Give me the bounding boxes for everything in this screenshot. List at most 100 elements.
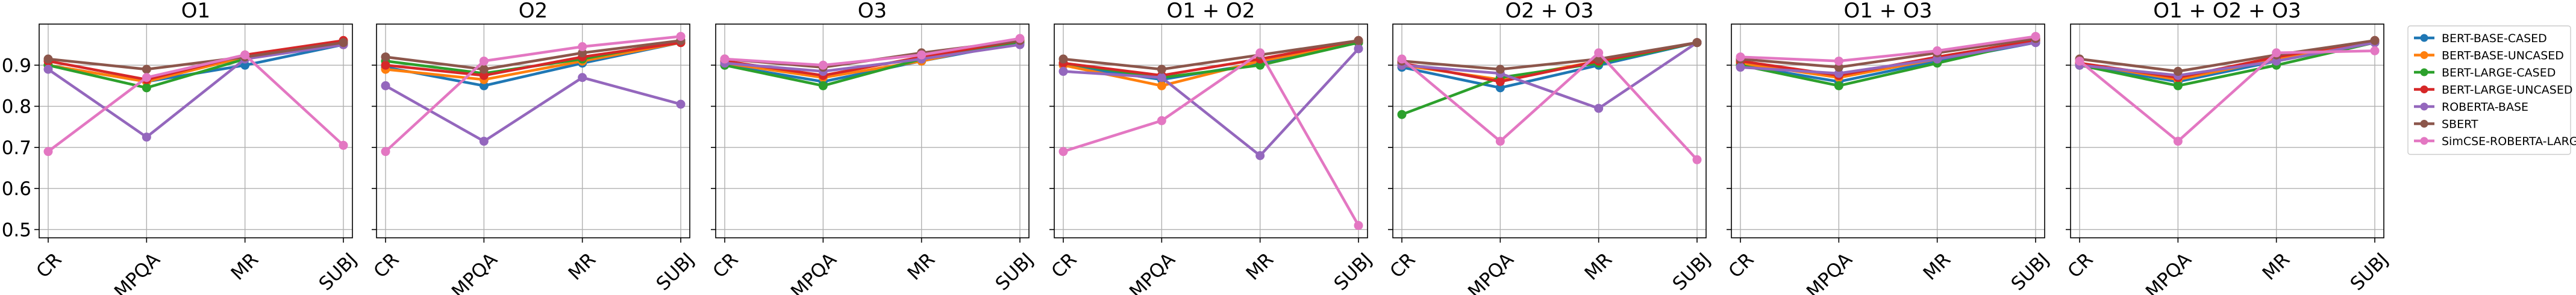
series-line-roberta-base: [384, 76, 681, 143]
series-line-sbert: [1401, 41, 1698, 71]
x-tick-label: SUBJ: [1669, 249, 1715, 295]
subplot-o2: CR MPQA MR SUBJ O2: [370, 0, 699, 295]
data-point-bert-large-cased: [1397, 110, 1407, 119]
x-tick-label: MR: [1919, 249, 1955, 285]
data-point-simcse-roberta-large: [2031, 31, 2040, 41]
data-point-roberta-base: [1354, 44, 1363, 54]
data-point-simcse-roberta-large: [1933, 46, 1942, 55]
data-point-simcse-roberta-large: [240, 50, 250, 60]
axes-frame: [2070, 23, 2384, 238]
subplot-title: O2: [519, 0, 548, 23]
series-line-roberta-base: [1740, 41, 2036, 75]
data-point-bert-large-cased: [818, 81, 828, 90]
x-tick-label: SUBJ: [315, 249, 361, 295]
x-tick-label: CR: [709, 249, 743, 282]
data-point-simcse-roberta-large: [818, 60, 828, 70]
axes-frame: [1392, 23, 1707, 238]
x-tick-label: CR: [33, 249, 66, 282]
data-point-sbert: [1692, 38, 1702, 48]
subplot-title: O2 + O3: [1505, 0, 1594, 23]
data-point-roberta-base: [1594, 104, 1604, 113]
data-point-roberta-base: [1058, 67, 1068, 76]
x-tick-label: MR: [1581, 249, 1617, 285]
data-point-simcse-roberta-large: [1058, 147, 1068, 157]
legend-swatch-marker: [2420, 120, 2428, 128]
x-tick-label: SUBJ: [2007, 249, 2054, 295]
data-point-simcse-roberta-large: [142, 73, 151, 82]
legend-swatch-marker: [2420, 34, 2428, 42]
legend-label-simcse-roberta-large: SimCSE-ROBERTA-LARGE: [2442, 135, 2576, 148]
data-point-simcse-roberta-large: [479, 56, 489, 66]
data-point-simcse-roberta-large: [1495, 137, 1505, 146]
legend-swatch-marker: [2420, 137, 2428, 145]
data-point-sbert: [1157, 64, 1166, 74]
y-tick-label: 0.9: [2, 55, 31, 76]
data-point-sbert: [339, 38, 348, 48]
data-point-sbert: [43, 54, 53, 64]
y-tick-label: 0.5: [2, 219, 31, 241]
data-point-bert-large-cased: [142, 83, 151, 93]
x-tick-label: CR: [1386, 249, 1420, 282]
data-point-bert-large-cased: [2173, 81, 2183, 90]
y-tick-label: 0.6: [2, 178, 31, 200]
subplot-o1-o2-o3: CR MPQA MR SUBJ O1 + O2 + O3: [2064, 0, 2393, 295]
series-line-bert-large-uncased: [385, 41, 681, 77]
data-point-sbert: [1058, 54, 1068, 64]
data-point-simcse-roberta-large: [1157, 116, 1166, 125]
data-point-simcse-roberta-large: [1015, 34, 1025, 43]
data-point-simcse-roberta-large: [1736, 52, 1745, 62]
series-line-sbert: [1740, 37, 2036, 69]
data-point-bert-large-uncased: [381, 60, 390, 70]
x-tick-label: SUBJ: [1330, 249, 1377, 295]
subplot-title: O1 + O2: [1167, 0, 1255, 23]
x-tick-label: SUBJ: [652, 249, 699, 295]
x-tick-label: MR: [227, 249, 263, 285]
legend-label-sbert: SBERT: [2442, 118, 2478, 131]
x-tick-label: MPQA: [1125, 249, 1180, 295]
data-point-simcse-roberta-large: [1255, 48, 1265, 58]
subplot-o1-o2: CR MPQA MR SUBJ O1 + O2: [1048, 0, 1377, 295]
series-line-simcse-roberta-large: [384, 35, 681, 153]
subplot-o3: CR MPQA MR SUBJ O3: [709, 0, 1038, 295]
y-tick-label: 0.7: [2, 137, 31, 159]
data-point-roberta-base: [1736, 63, 1745, 72]
subplot-o1: 0.5 0.6 0.7 0.8 0.9 CR MPQA MR SUBJ O1: [2, 0, 361, 295]
legend-box: [2407, 25, 2571, 155]
legend-label-bert-base-uncased: BERT-BASE-UNCASED: [2442, 49, 2564, 63]
data-point-simcse-roberta-large: [381, 147, 390, 157]
subplot-title: O1: [181, 0, 210, 23]
legend-swatch-marker: [2420, 85, 2428, 93]
x-tick-label: CR: [1725, 249, 1758, 282]
legend-label-roberta-base: ROBERTA-BASE: [2442, 101, 2528, 114]
data-point-simcse-roberta-large: [1692, 155, 1702, 164]
data-point-roberta-base: [142, 132, 151, 142]
series-line-roberta-base: [724, 43, 1021, 73]
data-point-sbert: [1354, 36, 1363, 45]
data-point-simcse-roberta-large: [1354, 221, 1363, 231]
x-tick-label: MR: [564, 249, 601, 285]
x-tick-label: MPQA: [1464, 249, 1518, 295]
subplot-o2-o3: CR MPQA MR SUBJ O2 + O3: [1386, 0, 1715, 295]
data-point-sbert: [2173, 67, 2183, 76]
data-point-roberta-base: [578, 73, 587, 82]
y-tick-label: 0.8: [2, 96, 31, 118]
series-line-bert-base-uncased: [1401, 41, 1698, 81]
data-point-simcse-roberta-large: [2075, 56, 2084, 66]
series-line-roberta-base: [1063, 48, 1360, 157]
series-line-sbert: [48, 41, 344, 71]
data-point-roberta-base: [676, 99, 686, 109]
legend-swatch-marker: [2420, 68, 2428, 76]
data-point-simcse-roberta-large: [578, 42, 587, 52]
axes-frame: [376, 23, 690, 238]
legend-swatch-marker: [2420, 51, 2428, 59]
data-point-sbert: [479, 64, 489, 74]
series-line-sbert: [1063, 39, 1359, 71]
data-point-bert-large-cased: [1834, 81, 1843, 90]
series-line-bert-large-cased: [2079, 41, 2375, 87]
series-line-simcse-roberta-large: [1740, 35, 2036, 63]
series-line-roberta-base: [47, 43, 344, 138]
data-point-roberta-base: [1255, 151, 1265, 160]
axes-frame: [1731, 23, 2045, 238]
series-line-simcse-roberta-large: [1063, 51, 1360, 226]
data-point-simcse-roberta-large: [917, 50, 927, 60]
